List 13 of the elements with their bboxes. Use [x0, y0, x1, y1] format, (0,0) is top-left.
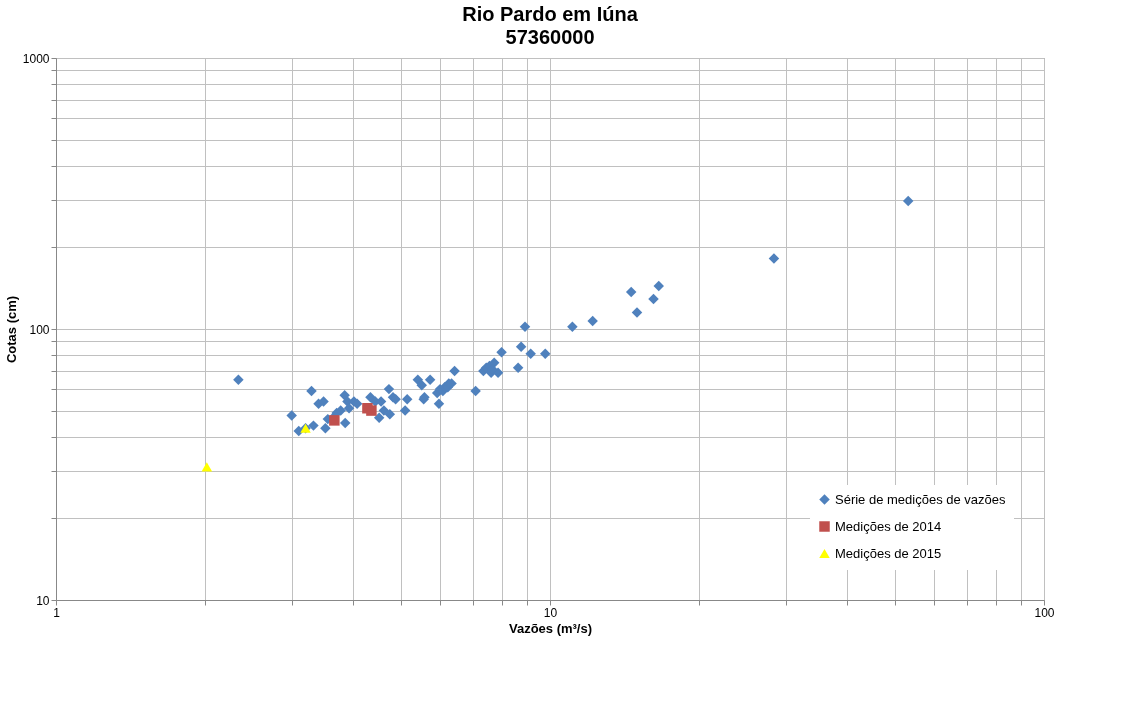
x-axis-title: Vazões (m³/s)	[508, 620, 593, 636]
legend-label: Medições de 2015	[835, 545, 942, 561]
y-tick-label: 10	[36, 593, 50, 608]
chart-subtitle: 57360000	[505, 26, 595, 48]
chart-title: Rio Pardo em Iúna	[462, 3, 639, 25]
y-axis-title: Cotas (cm)	[3, 295, 19, 364]
y-tick-label: 100	[29, 322, 50, 337]
legend-label: Medições de 2014	[835, 518, 942, 534]
x-tick-label: 10	[543, 605, 558, 620]
y-tick-label: 1000	[22, 51, 50, 66]
x-tick-label: 100	[1034, 605, 1055, 620]
legend-label: Série de medições de vazões	[835, 491, 1007, 507]
x-tick-label: 1	[53, 605, 61, 620]
